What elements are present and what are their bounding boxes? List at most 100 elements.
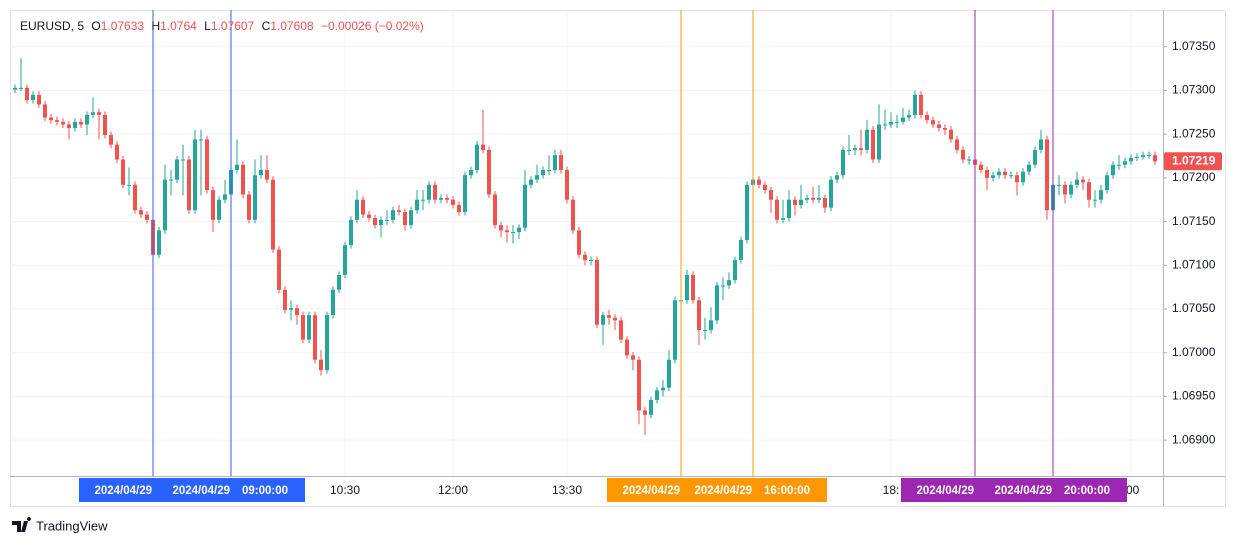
range-end-time: 16:00:00	[764, 485, 810, 497]
candle-body	[325, 315, 329, 371]
last-price-box	[1164, 152, 1222, 171]
candle-body	[481, 144, 485, 150]
candle-body	[553, 155, 557, 170]
candle-body	[703, 329, 707, 331]
candle-body	[361, 199, 365, 215]
candle-body	[757, 179, 761, 185]
candle-body	[193, 139, 197, 211]
low-label: L	[204, 19, 211, 33]
range-end-time: 20:00:00	[1064, 485, 1110, 497]
candle-body	[787, 199, 791, 219]
y-tick-label: 1.07150	[1172, 214, 1216, 228]
candle-body	[709, 320, 713, 330]
candle-body	[205, 139, 209, 191]
candle-body	[367, 214, 371, 219]
candle-body	[1033, 149, 1037, 165]
candle-body	[559, 155, 563, 170]
range-start-label: 2024/04/29	[916, 485, 974, 497]
candle-body	[1057, 184, 1061, 186]
candle-body	[733, 260, 737, 281]
candle-body	[211, 190, 215, 220]
candle-body	[1021, 171, 1025, 183]
candle-body	[271, 179, 275, 250]
candle-body	[769, 190, 773, 200]
candle-body	[427, 184, 431, 200]
candle-body	[979, 164, 983, 170]
candle-body	[475, 144, 479, 170]
candle-body	[307, 315, 311, 340]
candle-body	[517, 227, 521, 233]
candle-body	[577, 230, 581, 255]
candle-body	[811, 197, 815, 200]
candle-body	[727, 280, 731, 286]
candle-body	[13, 87, 17, 90]
candle-body	[43, 104, 47, 118]
y-tick-label: 1.07200	[1172, 170, 1216, 184]
candle-body	[67, 124, 71, 129]
candle-body	[409, 210, 413, 226]
last-price-label: 1.07219	[1172, 153, 1216, 167]
candle-body	[937, 124, 941, 129]
candle-body	[463, 175, 467, 212]
candle-body	[397, 210, 401, 212]
candle-body	[595, 260, 599, 325]
candle-body	[1045, 139, 1049, 211]
candle-body	[457, 204, 461, 212]
candle-body	[565, 169, 569, 200]
candle-body	[73, 121, 77, 129]
candle-body	[415, 199, 419, 211]
candle-body	[637, 359, 641, 411]
close-label: C	[262, 19, 271, 33]
candle-body	[1027, 164, 1031, 172]
candle-body	[613, 317, 617, 321]
candle-body	[601, 315, 605, 325]
candle-body	[19, 87, 23, 89]
candle-body	[493, 194, 497, 226]
candle-body	[289, 308, 293, 310]
range-end-label: 2024/04/29	[694, 485, 752, 497]
candle-body	[535, 175, 539, 180]
candle-body	[97, 112, 101, 115]
candle-body	[667, 359, 671, 388]
candle-body	[445, 197, 449, 200]
candle-body	[1039, 139, 1043, 150]
candle-body	[547, 169, 551, 171]
candle-body	[571, 199, 575, 231]
candle-body	[529, 179, 533, 185]
candle-body	[691, 274, 695, 301]
candle-body	[439, 197, 443, 200]
candle-body	[829, 179, 833, 208]
range-label-box	[607, 478, 827, 502]
candle-body	[991, 175, 995, 178]
candle-body	[379, 219, 383, 226]
candle-body	[931, 120, 935, 125]
candle-body	[889, 121, 893, 125]
candle-body	[1075, 179, 1079, 185]
legend: EURUSD, 5 O1.07633 H1.0764 L1.07607 C1.0…	[20, 19, 424, 33]
candle-body	[1003, 171, 1007, 176]
candle-body	[115, 144, 119, 160]
candle-body	[1015, 175, 1019, 183]
candle-body	[343, 245, 347, 275]
footer: TradingView	[36, 518, 108, 533]
candle-body	[877, 124, 881, 160]
candle-body	[967, 159, 971, 161]
y-tick-label: 1.06900	[1172, 432, 1216, 446]
candle-body	[283, 289, 287, 310]
candle-body	[949, 129, 953, 140]
candle-body	[133, 184, 137, 211]
candle-body	[901, 117, 905, 122]
candle-body	[103, 114, 107, 136]
candle-body	[127, 184, 131, 186]
candle-body	[997, 171, 1001, 176]
candle-body	[625, 339, 629, 356]
candle-body	[1135, 156, 1139, 158]
candle-body	[505, 230, 509, 233]
candle-body	[631, 355, 635, 360]
y-tick-label: 1.07300	[1172, 83, 1216, 97]
candle-body	[763, 184, 767, 191]
candle-body	[925, 114, 929, 121]
candle-body	[913, 94, 917, 115]
candle-body	[721, 285, 725, 287]
